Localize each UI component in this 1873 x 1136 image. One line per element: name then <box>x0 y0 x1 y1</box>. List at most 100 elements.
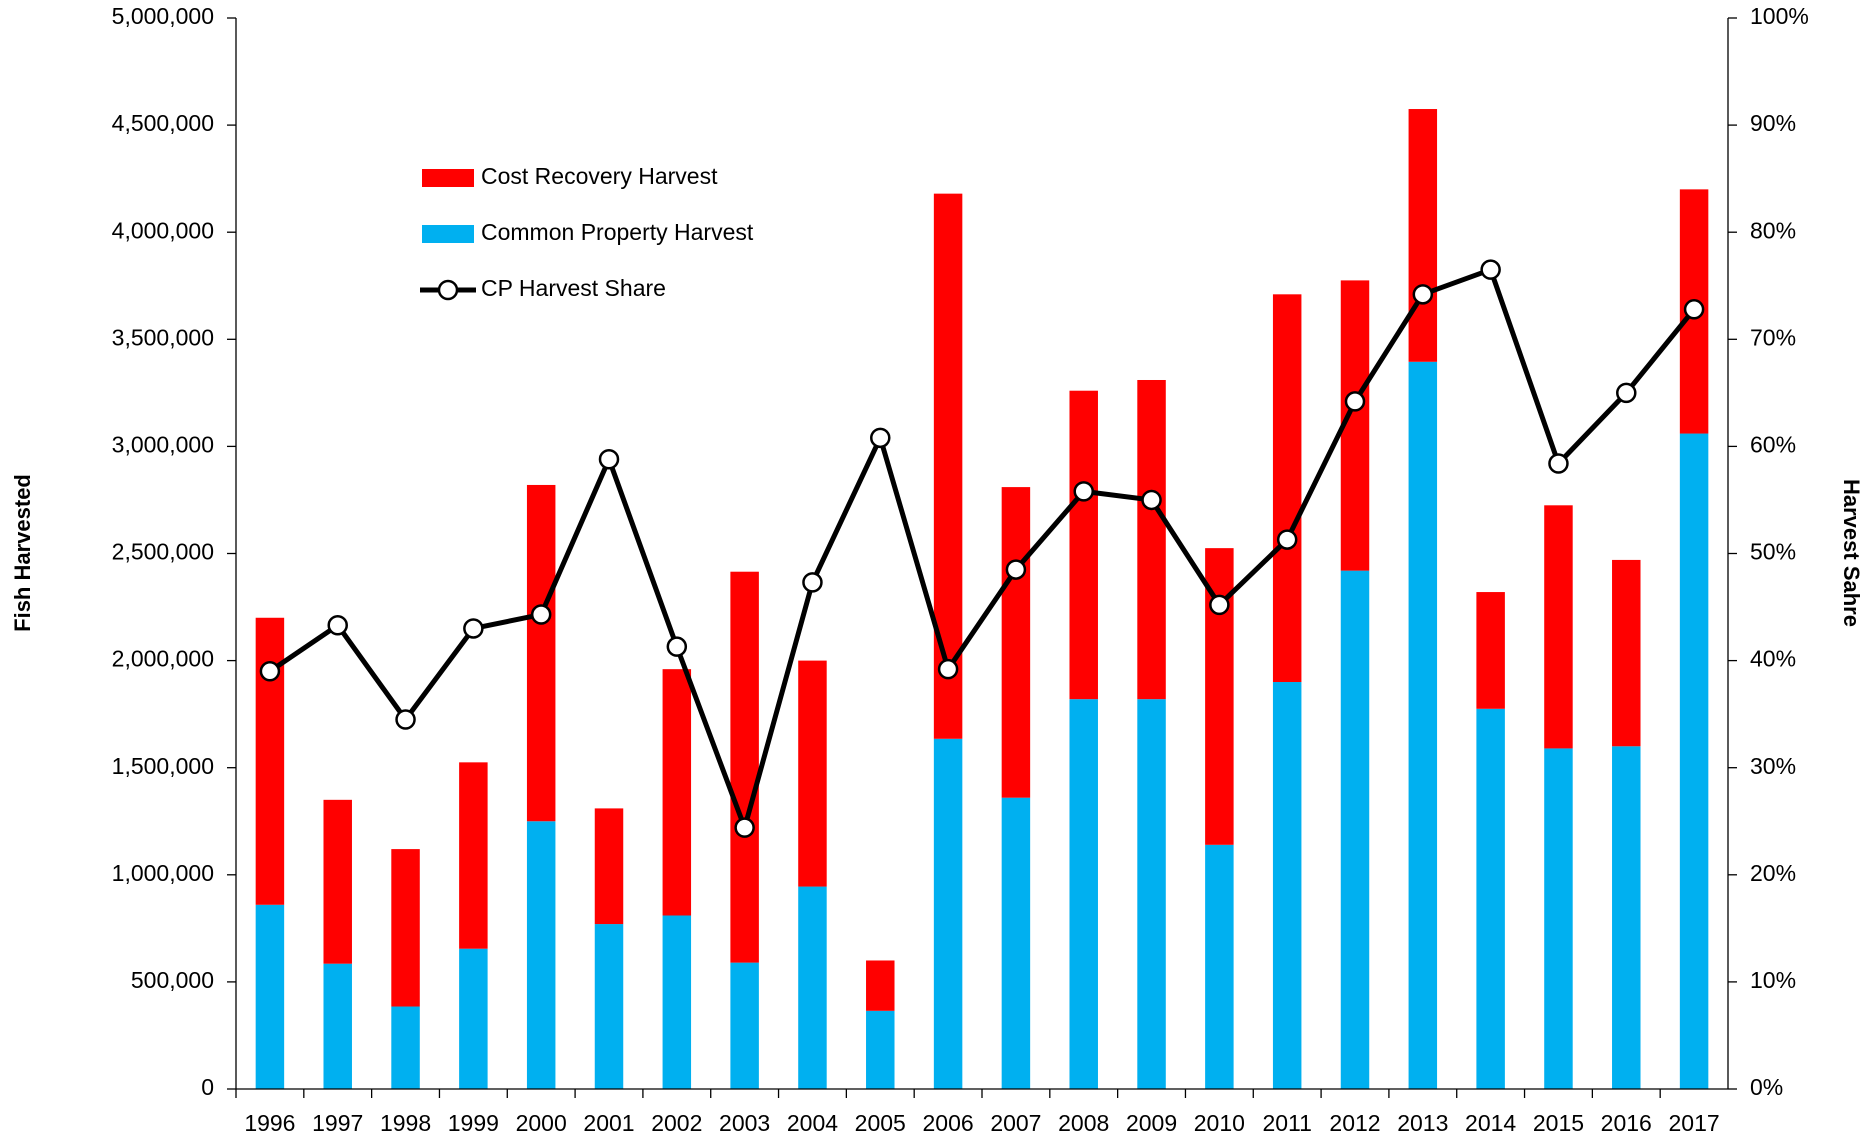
legend-swatch <box>422 169 474 187</box>
marker <box>327 615 348 636</box>
bar <box>730 962 759 1089</box>
bar <box>933 193 963 739</box>
marker <box>1141 489 1162 511</box>
marker <box>1073 481 1094 502</box>
marker <box>802 572 823 593</box>
y-tick-label: 0 <box>201 1074 214 1100</box>
x-tick-label: 2011 <box>1262 1110 1311 1136</box>
y-tick-label: 500,000 <box>131 967 214 993</box>
bar <box>662 915 692 1089</box>
y-tick-label: 3,000,000 <box>112 431 214 457</box>
x-tick-label: 2005 <box>855 1110 906 1136</box>
legend-swatch <box>422 225 474 243</box>
x-tick-label: 2010 <box>1194 1110 1245 1136</box>
x-tick-label: 2016 <box>1601 1110 1652 1136</box>
x-tick-label: 2017 <box>1669 1110 1720 1136</box>
bar <box>1340 570 1370 1089</box>
x-tick-label: 1999 <box>448 1110 499 1136</box>
bar <box>730 571 759 963</box>
bar <box>526 821 556 1089</box>
x-tick-label: 1997 <box>312 1110 363 1136</box>
marker <box>1412 284 1434 305</box>
bar <box>1408 109 1438 362</box>
x-tick-label: 2008 <box>1058 1110 1109 1136</box>
x-tick-label: 2000 <box>516 1110 567 1136</box>
y-tick-label: 3,500,000 <box>112 324 214 350</box>
bar <box>798 886 827 1089</box>
bar <box>798 660 827 887</box>
y2-tick-label: 70% <box>1750 324 1796 350</box>
bar <box>1001 487 1031 798</box>
y2-axis-title: Harvest Sahre <box>1839 479 1864 627</box>
marker <box>1548 453 1569 474</box>
x-tick-label: 2009 <box>1126 1110 1177 1136</box>
bar <box>1001 797 1031 1089</box>
bar <box>1476 592 1505 709</box>
marker <box>1276 529 1298 550</box>
bar <box>255 904 285 1089</box>
y2-tick-label: 0% <box>1750 1074 1783 1100</box>
y2-tick-label: 50% <box>1750 539 1796 565</box>
x-tick-label: 2006 <box>923 1110 974 1136</box>
marker <box>666 636 688 657</box>
bar <box>1408 361 1438 1089</box>
y2-tick-label: 20% <box>1750 860 1796 886</box>
y2-tick-label: 60% <box>1750 431 1796 457</box>
bar <box>1612 746 1641 1089</box>
y2-tick-label: 40% <box>1750 646 1796 672</box>
y-tick-label: 4,500,000 <box>112 110 214 136</box>
bar <box>933 738 963 1089</box>
bar <box>1272 294 1302 683</box>
y-tick-label: 5,000,000 <box>112 3 214 29</box>
legend-label: Cost Recovery Harvest <box>481 163 718 189</box>
bar <box>1069 699 1098 1089</box>
marker <box>1683 299 1705 320</box>
bar <box>1544 748 1573 1089</box>
bar <box>866 960 895 1011</box>
bar <box>1476 708 1505 1089</box>
bar <box>459 948 488 1089</box>
y2-tick-label: 30% <box>1750 753 1796 779</box>
bar <box>1272 682 1302 1089</box>
marker <box>598 449 620 470</box>
bar <box>391 849 420 1007</box>
x-tick-label: 1996 <box>244 1110 295 1136</box>
x-tick-label: 2003 <box>719 1110 770 1136</box>
marker <box>1616 382 1637 404</box>
bar <box>526 484 556 822</box>
x-tick-label: 2004 <box>787 1110 838 1136</box>
x-tick-label: 2007 <box>990 1110 1041 1136</box>
y-tick-label: 4,000,000 <box>112 217 214 243</box>
bar <box>1137 379 1166 700</box>
x-tick-label: 2014 <box>1465 1110 1516 1136</box>
marker <box>937 658 959 680</box>
marker <box>1209 594 1230 616</box>
bar <box>1205 844 1234 1089</box>
bar <box>391 1006 420 1089</box>
bar <box>255 617 285 905</box>
bar <box>662 669 692 916</box>
y-tick-label: 2,500,000 <box>112 539 214 565</box>
bar <box>1069 390 1098 700</box>
bar <box>323 799 352 964</box>
y2-tick-label: 90% <box>1750 110 1796 136</box>
line <box>268 267 1697 831</box>
y2-tick-label: 80% <box>1750 217 1796 243</box>
bar <box>1679 433 1709 1090</box>
y-axis-title: Fish Harvested <box>10 474 35 632</box>
legend-label: CP Harvest Share <box>481 275 666 301</box>
y-tick-label: 1,500,000 <box>112 753 214 779</box>
marker <box>463 618 484 639</box>
marker <box>1344 391 1366 412</box>
y2-tick-label: 10% <box>1750 967 1796 993</box>
bar <box>594 808 624 925</box>
y2-tick-label: 100% <box>1750 3 1809 29</box>
marker <box>259 661 281 682</box>
y-tick-label: 2,000,000 <box>112 646 214 672</box>
x-tick-label: 2012 <box>1329 1110 1380 1136</box>
bar <box>459 762 488 949</box>
bar <box>1612 559 1641 747</box>
marker <box>870 427 891 449</box>
x-tick-label: 1998 <box>380 1110 431 1136</box>
